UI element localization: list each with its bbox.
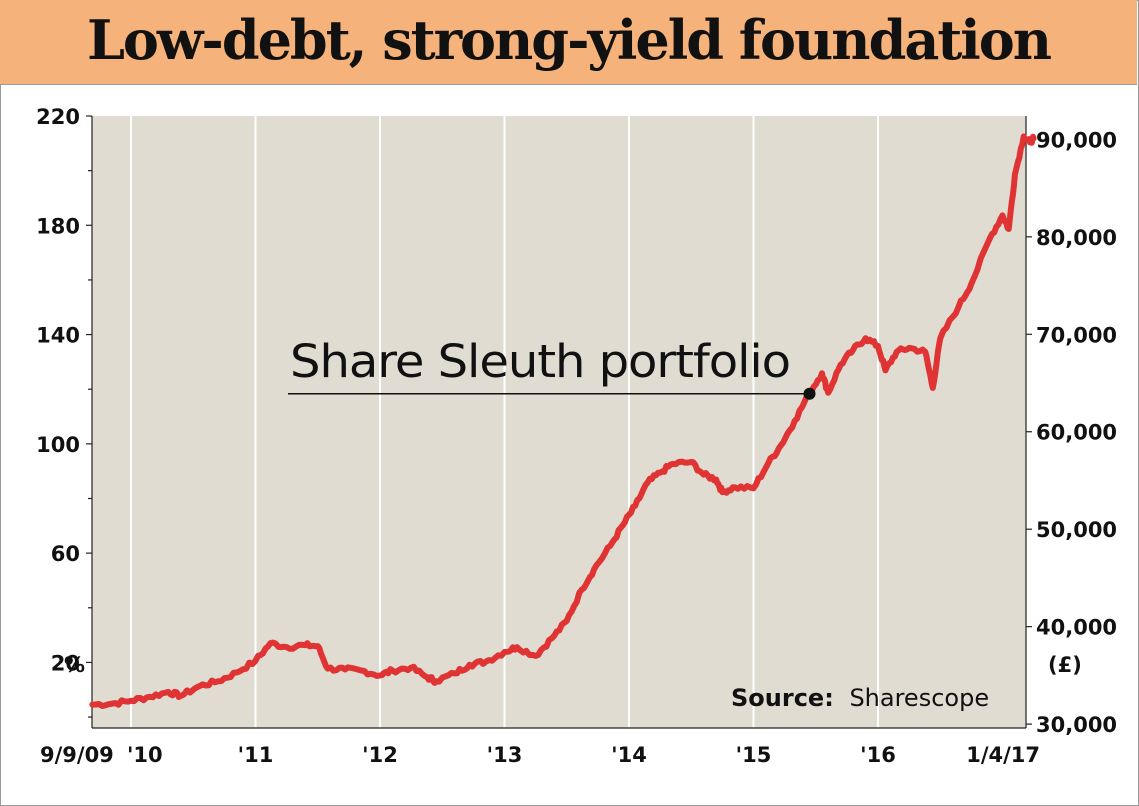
left-tick-label: 20 [51,651,80,675]
right-tick-label: 90,000 [1036,128,1117,152]
source-label: Source: [731,684,834,712]
x-axis-ticks: 9/9/09 '10 '11 '12 '13 '14 '15 '16 1/4/17 [40,743,1040,767]
source-note: Source: Sharescope [731,684,989,712]
series-line-share-sleuth-portfolio [89,133,1037,709]
x-tick-label: '16 [860,743,896,767]
right-tick-label: 50,000 [1036,518,1117,542]
left-tick-label: 140 [36,324,80,348]
right-tick-label: 80,000 [1036,226,1117,250]
axes [86,115,1032,729]
annotation-label: Share Sleuth portfolio [290,335,790,388]
title-band: Low-debt, strong-yield foundation [0,0,1137,85]
annotation: Share Sleuth portfolio [288,335,816,400]
left-tick-label: 60 [51,542,80,566]
left-axis-unit: % [64,653,85,677]
right-axis-unit: (£) [1048,653,1082,677]
left-tick-label: 100 [36,433,80,457]
x-tick-label: '11 [238,743,274,767]
right-tick-label: 40,000 [1036,616,1117,640]
x-tick-label: '12 [362,743,398,767]
source-name: Sharescope [849,684,989,712]
annotation-dot [803,387,816,400]
vertical-gridlines [130,116,879,728]
chart-title: Low-debt, strong-yield foundation [86,8,1052,72]
x-tick-label: '14 [611,743,647,767]
x-tick-label: 9/9/09 [40,743,114,767]
x-tick-label: '15 [736,743,772,767]
x-tick-label: 1/4/17 [966,743,1040,767]
right-tick-label: 70,000 [1036,323,1117,347]
x-tick-label: '13 [487,743,523,767]
plot-area [92,116,1026,728]
right-tick-label: 60,000 [1036,421,1117,445]
left-tick-label: 220 [36,105,80,129]
right-tick-label: 30,000 [1036,713,1117,737]
x-tick-label: '10 [127,743,163,767]
left-axis-ticks: 20 60 100 140 180 220 [36,105,80,675]
left-tick-label: 180 [36,214,80,238]
right-axis-ticks: 30,000 40,000 50,000 60,000 70,000 80,000 90,0… [1036,128,1117,737]
